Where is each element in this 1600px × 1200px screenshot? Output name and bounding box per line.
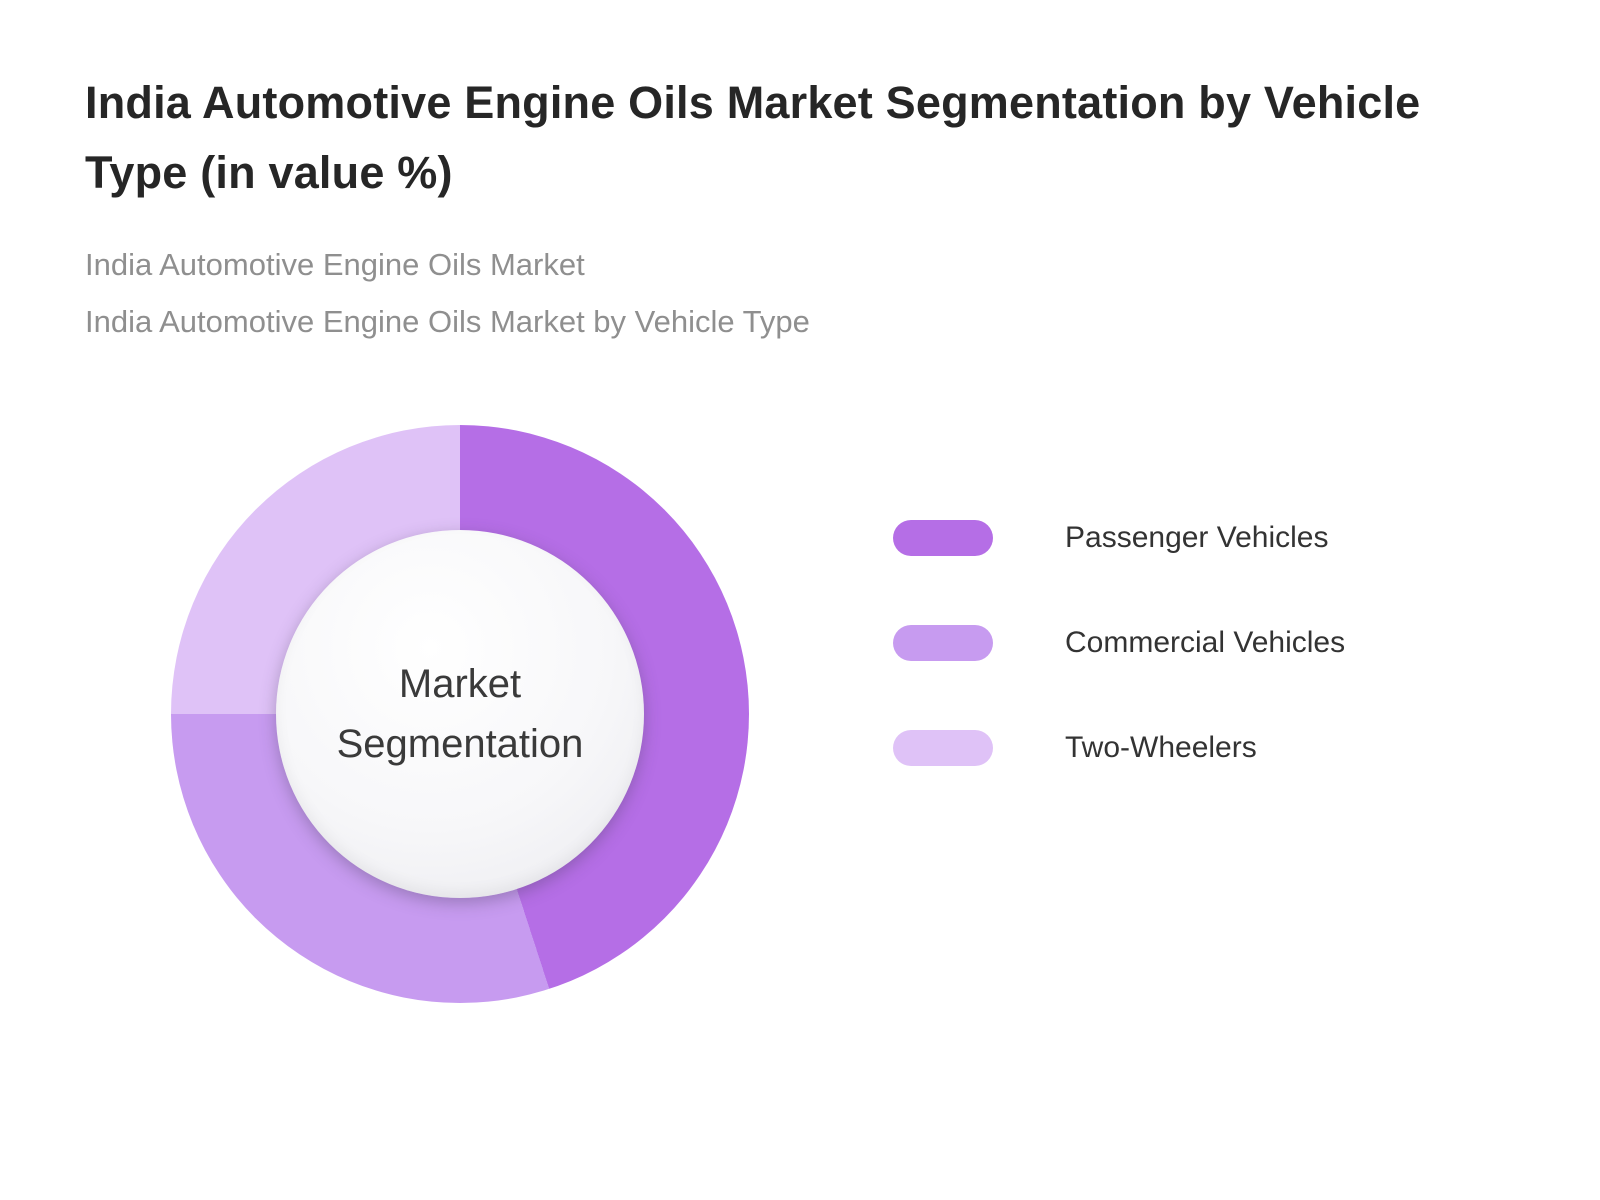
subtitle-line-1: India Automotive Engine Oils Market bbox=[85, 246, 585, 282]
legend-item-passenger-vehicles: Passenger Vehicles bbox=[893, 520, 1345, 556]
legend-item-commercial-vehicles: Commercial Vehicles bbox=[893, 625, 1345, 661]
legend-label: Commercial Vehicles bbox=[1065, 626, 1346, 659]
legend-swatch bbox=[893, 730, 993, 766]
donut-center: Market Segmentation bbox=[276, 530, 644, 898]
header: India Automotive Engine Oils Market Segm… bbox=[85, 68, 1515, 350]
donut-chart: Market Segmentation bbox=[171, 425, 749, 1003]
legend-swatch bbox=[893, 625, 993, 661]
legend-label: Passenger Vehicles bbox=[1065, 521, 1329, 554]
donut-center-label: Market Segmentation bbox=[336, 662, 584, 766]
legend-item-two-wheelers: Two-Wheelers bbox=[893, 730, 1345, 766]
page-title: India Automotive Engine Oils Market Segm… bbox=[85, 77, 1421, 198]
legend-swatch bbox=[893, 520, 993, 556]
legend: Passenger Vehicles Commercial Vehicles T… bbox=[893, 520, 1345, 766]
legend-label: Two-Wheelers bbox=[1065, 731, 1257, 764]
chart-area: Market Segmentation Passenger Vehicles C… bbox=[0, 400, 1600, 1040]
subtitle-line-2: India Automotive Engine Oils Market by V… bbox=[85, 303, 810, 339]
